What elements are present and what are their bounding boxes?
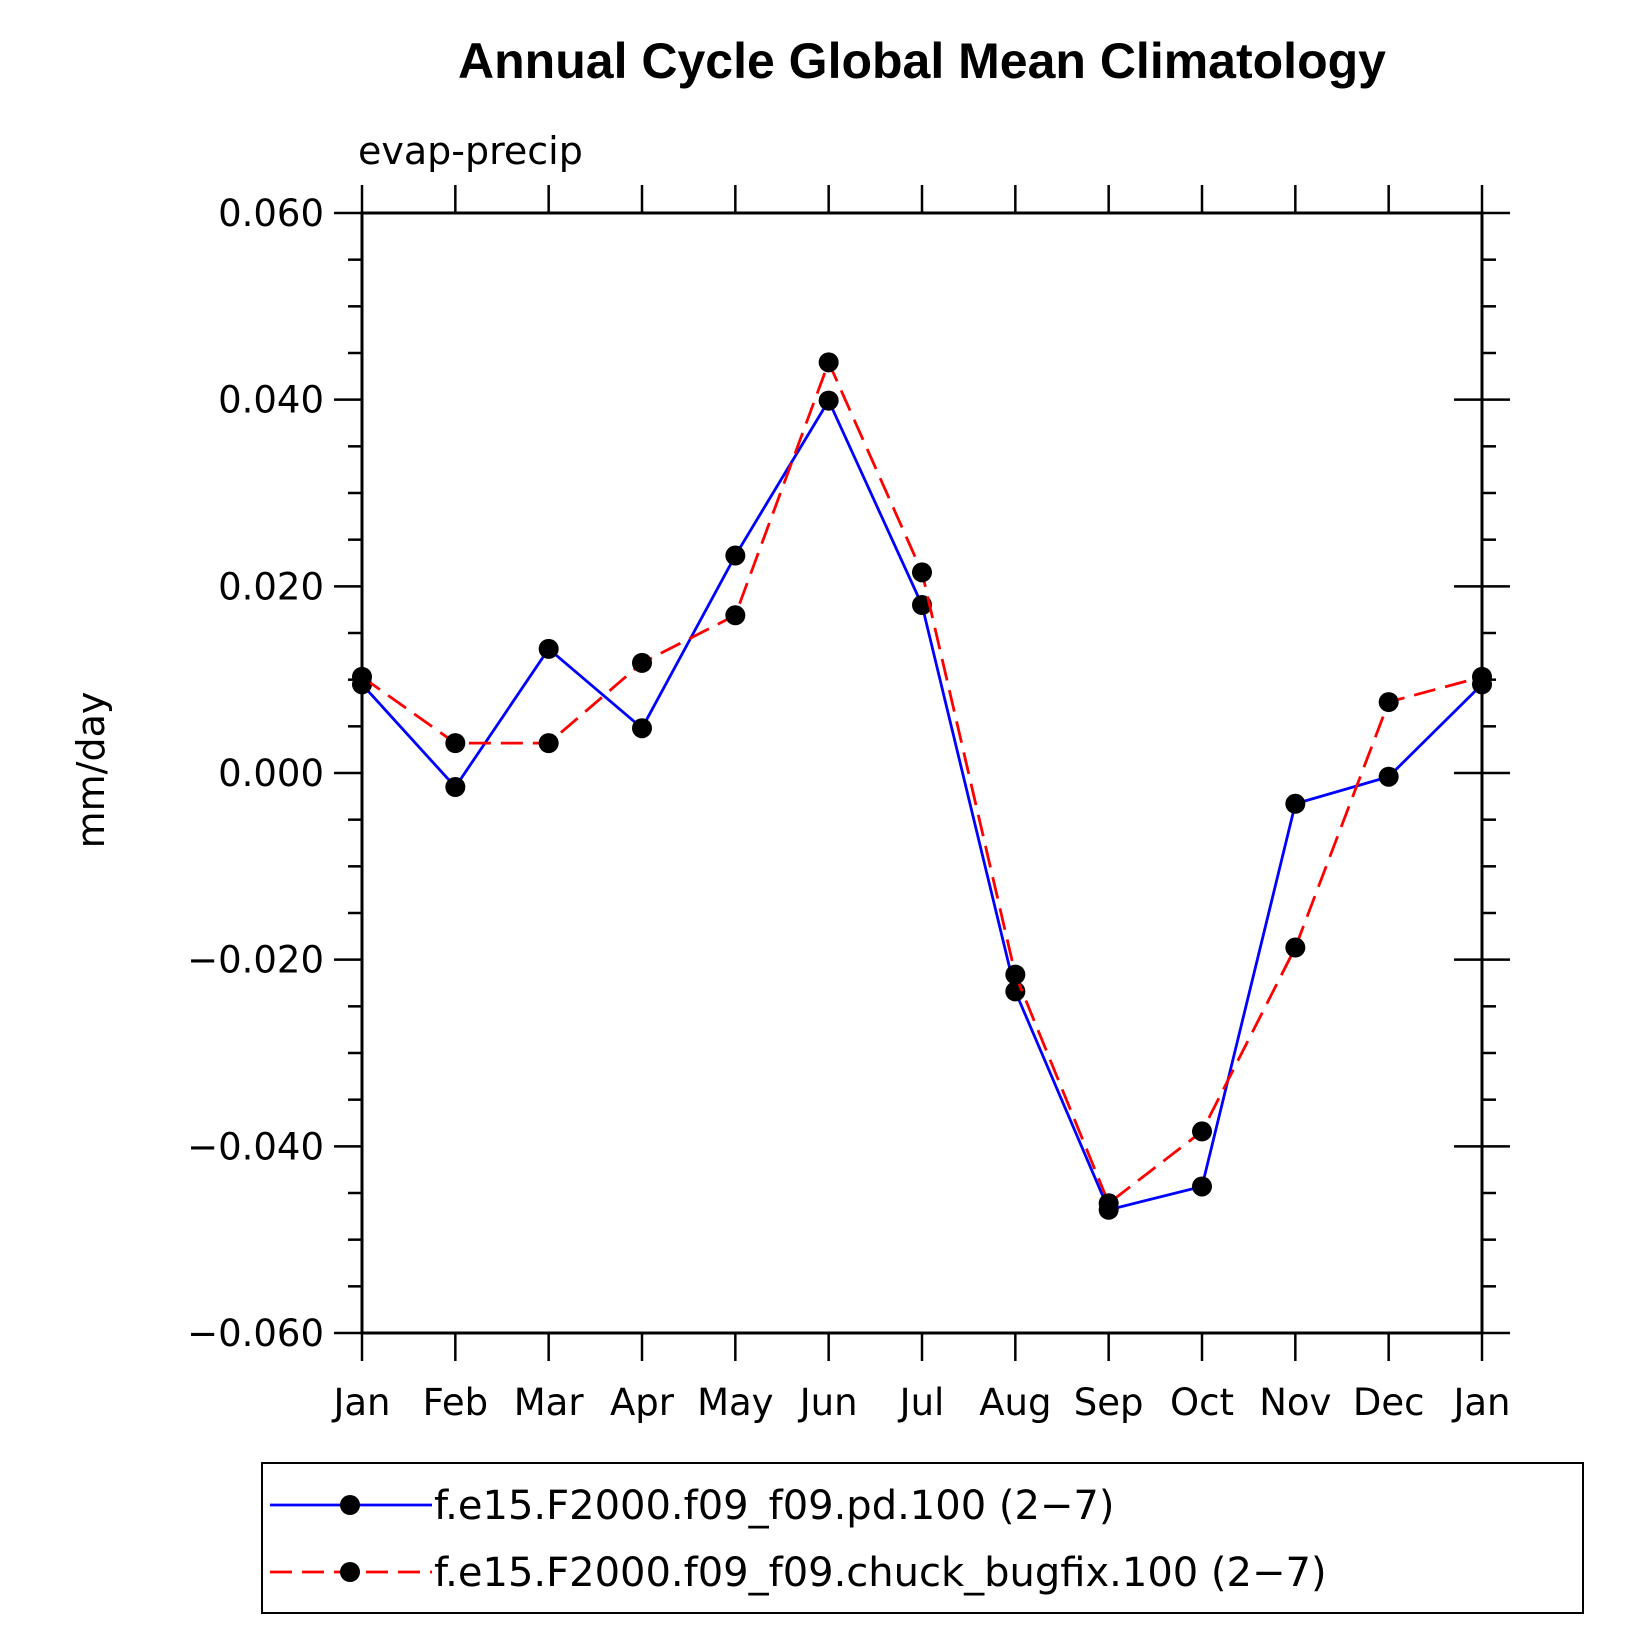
legend-label: f.e15.F2000.f09_f09.chuck_bugfix.100 (2−… xyxy=(434,1550,1327,1596)
data-point xyxy=(1192,1121,1212,1142)
x-tick-label: Jul xyxy=(898,1381,945,1424)
data-point xyxy=(1378,692,1399,713)
legend-swatch-marker xyxy=(340,1562,360,1582)
x-tick-label: Apr xyxy=(610,1381,675,1424)
data-point xyxy=(1192,1176,1212,1197)
data-point xyxy=(1005,964,1026,985)
x-tick-label: May xyxy=(697,1381,774,1424)
series-layer xyxy=(352,352,1492,1220)
data-point xyxy=(1472,666,1492,687)
data-point xyxy=(912,562,932,583)
data-point xyxy=(632,652,652,673)
y-tick-label: 0.000 xyxy=(218,752,324,795)
x-tick-labels: Jan Feb Mar Apr May Jun Jul Aug Sep Oct Nov Dec Jan xyxy=(331,1381,1510,1424)
legend-item: f.e15.F2000.f09_f09.pd.100 (2−7) xyxy=(270,1483,1115,1529)
series-line xyxy=(360,397,1483,1212)
y-tick-label: 0.040 xyxy=(218,379,324,422)
legend-label: f.e15.F2000.f09_f09.pd.100 (2−7) xyxy=(434,1483,1115,1529)
plot-frame xyxy=(360,211,1484,1335)
data-point xyxy=(352,666,372,687)
x-tick-label: Dec xyxy=(1353,1381,1425,1424)
chart-title: Annual Cycle Global Mean Climatology xyxy=(458,33,1386,89)
y-tick-label: −0.020 xyxy=(187,939,324,982)
y-tick-label: −0.060 xyxy=(187,1312,324,1355)
data-point xyxy=(445,777,466,797)
data-point xyxy=(818,390,839,411)
series-line xyxy=(361,358,1483,1206)
y-tick-label: −0.040 xyxy=(187,1125,324,1168)
series-2 xyxy=(352,352,1492,1214)
series-1 xyxy=(352,390,1492,1220)
data-point xyxy=(1378,766,1399,787)
data-point xyxy=(818,352,839,373)
axis-ticks xyxy=(334,185,1510,1361)
x-tick-label: Aug xyxy=(979,1381,1051,1424)
data-point xyxy=(538,638,559,659)
y-tick-label: 0.060 xyxy=(218,192,324,235)
x-tick-label: Jan xyxy=(1451,1381,1510,1424)
x-tick-label: Mar xyxy=(514,1381,585,1424)
data-point xyxy=(632,718,652,739)
data-point xyxy=(445,733,466,754)
legend-item: f.e15.F2000.f09_f09.chuck_bugfix.100 (2−… xyxy=(270,1550,1327,1596)
data-point xyxy=(538,733,559,754)
legend: f.e15.F2000.f09_f09.pd.100 (2−7) f.e15.F2… xyxy=(261,1462,1584,1614)
x-tick-label: Sep xyxy=(1074,1381,1144,1424)
x-tick-label: Jun xyxy=(798,1381,858,1424)
data-point xyxy=(725,605,746,626)
y-axis-label: mm/day xyxy=(69,692,113,849)
data-point xyxy=(725,545,746,566)
legend-box xyxy=(261,1462,1584,1614)
x-tick-label: Nov xyxy=(1259,1381,1331,1424)
x-tick-label: Feb xyxy=(423,1381,489,1424)
y-tick-label: 0.020 xyxy=(218,565,324,608)
y-tick-labels: 0.060 0.040 0.020 0.000 −0.020 −0.040 −0.060 xyxy=(187,192,324,1355)
legend-items: f.e15.F2000.f09_f09.pd.100 (2−7) f.e15.F2… xyxy=(270,1483,1327,1596)
data-point xyxy=(1098,1193,1119,1214)
chart-subtitle: evap-precip xyxy=(358,129,583,173)
data-point xyxy=(1285,937,1306,958)
x-tick-label: Jan xyxy=(331,1381,390,1424)
data-point xyxy=(1285,793,1306,814)
x-tick-label: Oct xyxy=(1170,1381,1234,1424)
legend-swatch-marker xyxy=(340,1495,360,1515)
